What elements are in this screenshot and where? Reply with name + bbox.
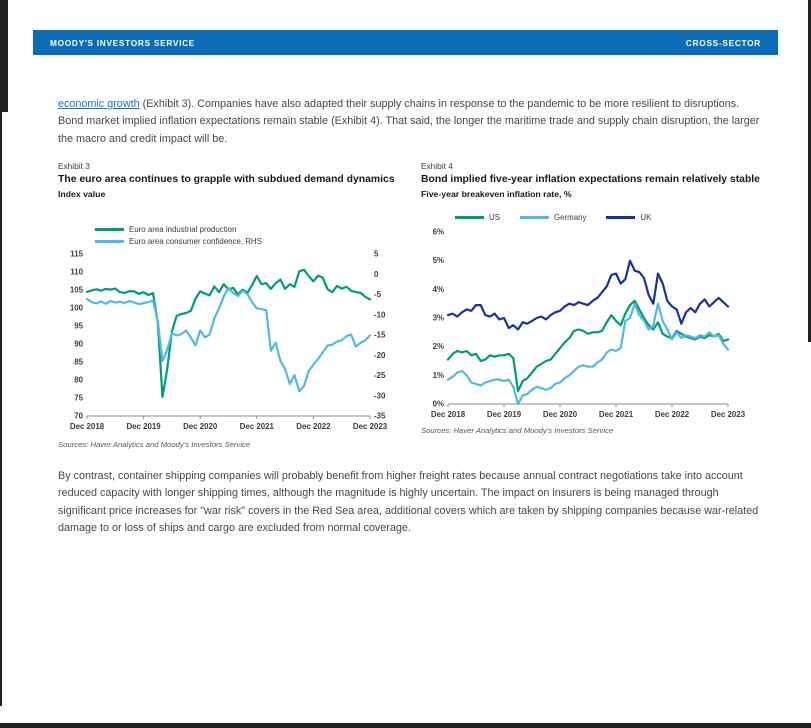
exhibit-3-sources: Sources: Haver Analytics and Moody's Inv…: [58, 439, 251, 449]
legend-swatch: [519, 215, 549, 219]
exhibit-3-subtitle: Index value: [58, 188, 106, 199]
legend-item: Germany: [519, 212, 587, 222]
svg-text:-10: -10: [374, 310, 386, 319]
legend-swatch: [455, 215, 484, 219]
svg-text:105: 105: [70, 285, 84, 294]
svg-text:95: 95: [74, 321, 83, 330]
scan-edge-right: [808, 0, 811, 342]
svg-text:-5: -5: [374, 290, 382, 299]
svg-text:80: 80: [74, 375, 83, 384]
legend-item: Euro area industrial production: [95, 225, 398, 234]
svg-text:70: 70: [74, 411, 83, 420]
svg-text:100: 100: [70, 303, 84, 312]
svg-text:110: 110: [70, 267, 83, 276]
exhibit-4-sources: Sources: Haver Analytics and Moody's Inv…: [421, 425, 614, 435]
exhibit-4-title: Bond implied five-year inflation expecta…: [421, 174, 760, 185]
exhibit-3-legend: Euro area industrial production Euro area…: [95, 225, 398, 246]
svg-text:6%: 6%: [433, 227, 444, 236]
svg-text:1%: 1%: [433, 370, 444, 379]
exhibit-4-line-chart: Dec 2018 Dec 2019 Dec 2020 Dec 2021 Dec 2022…: [431, 227, 746, 419]
exhibit-4-subtitle: Five-year breakeven inflation rate, %: [421, 188, 572, 199]
legend-label: UK: [640, 212, 652, 222]
legend-swatch: [95, 239, 124, 243]
scan-edge-left: [0, 0, 2, 706]
svg-text:3%: 3%: [433, 313, 444, 322]
body-paragraph: By contrast, container shipping companie…: [58, 470, 759, 534]
legend-label: Euro area industrial production: [129, 224, 237, 234]
exhibit-4-legend: US Germany UK: [455, 213, 764, 222]
svg-text:0: 0: [374, 269, 379, 278]
exhibit-4-label: Exhibit 4: [421, 161, 453, 171]
scan-edge-left-top: [0, 0, 8, 112]
legend-label: Germany: [553, 212, 587, 222]
svg-text:Dec 2019: Dec 2019: [126, 422, 161, 431]
svg-text:75: 75: [74, 393, 83, 402]
svg-text:Dec 2021: Dec 2021: [240, 422, 275, 431]
legend-swatch: [95, 227, 124, 231]
svg-text:Dec 2022: Dec 2022: [296, 422, 331, 431]
svg-text:-20: -20: [374, 350, 386, 359]
svg-text:Dec 2021: Dec 2021: [599, 410, 634, 419]
header-section-label: CROSS-SECTOR: [685, 37, 761, 48]
svg-text:5: 5: [374, 249, 379, 258]
svg-text:Dec 2020: Dec 2020: [543, 410, 578, 419]
svg-text:-15: -15: [374, 330, 386, 339]
svg-text:4%: 4%: [433, 284, 444, 293]
svg-text:90: 90: [74, 339, 83, 348]
svg-text:Dec 2023: Dec 2023: [353, 422, 388, 431]
svg-text:Dec 2019: Dec 2019: [487, 410, 522, 419]
svg-text:-35: -35: [374, 411, 386, 420]
legend-swatch: [606, 215, 636, 219]
svg-text:0%: 0%: [433, 399, 444, 408]
legend-item: US: [455, 213, 500, 222]
svg-text:5%: 5%: [433, 256, 444, 265]
legend-item: Euro area consumer confidence, RHS: [95, 237, 398, 246]
svg-text:Dec 2018: Dec 2018: [431, 410, 466, 419]
svg-text:Dec 2023: Dec 2023: [711, 410, 746, 419]
svg-text:Dec 2018: Dec 2018: [70, 422, 105, 431]
svg-text:Dec 2022: Dec 2022: [655, 410, 690, 419]
exhibit-4: Exhibit 4 Bond implied five-year inflati…: [421, 161, 764, 435]
header-brand: MOODY'S INVESTORS SERVICE: [50, 37, 196, 48]
svg-text:85: 85: [74, 357, 83, 366]
intro-paragraph-text: (Exhibit 3). Companies have also adapted…: [58, 98, 760, 145]
svg-text:2%: 2%: [433, 342, 444, 351]
legend-label: Euro area consumer confidence, RHS: [129, 236, 262, 246]
intro-paragraph: economic growth (Exhibit 3). Companies h…: [58, 96, 764, 148]
exhibit-3-label: Exhibit 3: [58, 161, 90, 171]
exhibit-3-title: The euro area continues to grapple with …: [58, 174, 395, 185]
svg-text:-25: -25: [374, 371, 386, 380]
scan-edge-bottom: [0, 723, 811, 728]
svg-text:115: 115: [70, 249, 83, 258]
header-bar: MOODY'S INVESTORS SERVICE CROSS-SECTOR: [33, 30, 778, 55]
legend-label: US: [489, 212, 500, 222]
svg-text:-30: -30: [374, 391, 386, 400]
exhibit-3: Exhibit 3 The euro area continues to gra…: [58, 161, 398, 449]
legend-item: UK: [606, 213, 651, 222]
exhibit-3-line-chart: Dec 2018 Dec 2019 Dec 2020 Dec 2021 Dec 2022…: [70, 249, 388, 431]
economic-growth-link[interactable]: economic growth: [58, 98, 140, 110]
svg-text:Dec 2020: Dec 2020: [183, 422, 218, 431]
